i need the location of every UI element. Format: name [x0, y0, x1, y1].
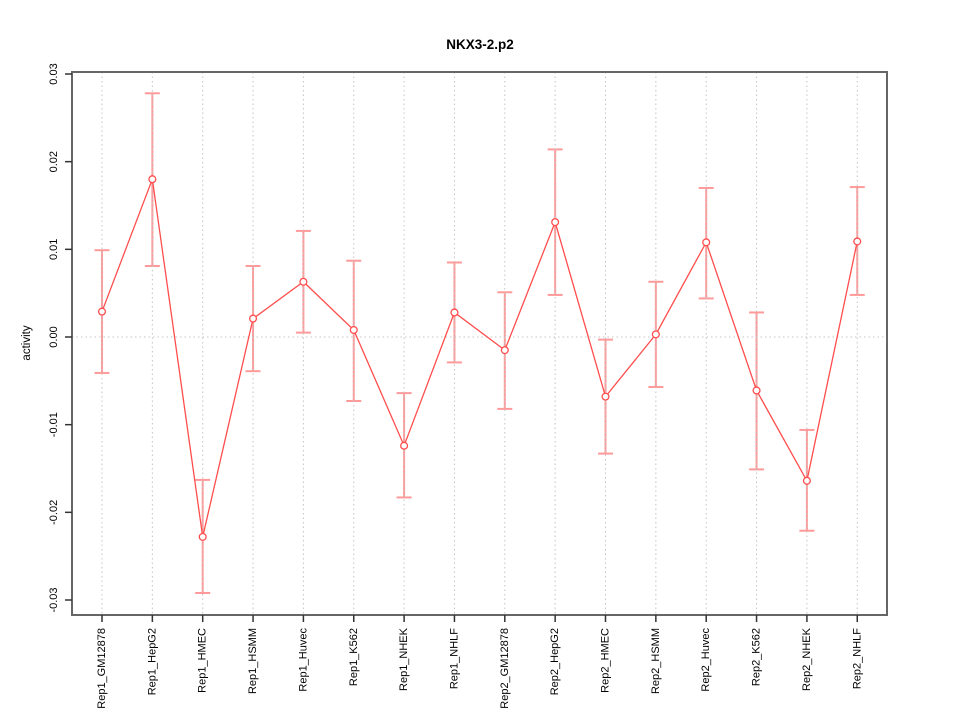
- x-tick-label: Rep1_Huvec: [297, 628, 309, 692]
- x-tick-label: Rep2_NHLF: [851, 628, 863, 689]
- y-tick-label: -0.01: [48, 412, 60, 437]
- x-tick-label: Rep1_K562: [348, 628, 360, 686]
- data-point: [601, 392, 610, 401]
- plot-box: [71, 71, 888, 616]
- plot-area: 0.03 0.02 0.01 0.00 -0.01 -0.02 -0.03 Rep1_GM12…: [48, 63, 888, 709]
- x-tick-label: Rep1_GM12878: [96, 628, 108, 709]
- data-point: [349, 325, 358, 335]
- data-point: [651, 330, 660, 339]
- data-point: [752, 386, 761, 395]
- data-point: [198, 532, 207, 541]
- x-tick-label: Rep2_HepG2: [549, 628, 561, 695]
- data-point: [97, 307, 107, 316]
- x-tick-label: Rep2_HMEC: [600, 628, 612, 693]
- data-point: [148, 175, 157, 184]
- data-point: [400, 441, 409, 450]
- y-tick-label: 0.01: [48, 239, 60, 260]
- data-point: [551, 218, 560, 227]
- x-tick-label: Rep2_K562: [751, 628, 763, 686]
- x-tick-label: Rep2_HSMM: [650, 628, 662, 694]
- data-point: [450, 308, 459, 317]
- series-line: [101, 178, 858, 538]
- data-point: [500, 346, 509, 355]
- y-tick-label: 0.03: [48, 63, 60, 84]
- x-tick-label: Rep2_Huvec: [700, 628, 712, 692]
- data-point: [802, 476, 811, 485]
- data-point: [853, 237, 862, 246]
- chart-title: NKX3-2.p2: [446, 37, 514, 52]
- y-tick-label: -0.02: [48, 500, 60, 525]
- x-tick-label: Rep1_NHEK: [398, 627, 410, 691]
- data-point: [299, 277, 308, 286]
- x-tick-label: Rep1_HepG2: [146, 628, 158, 695]
- y-axis-label: activity: [21, 325, 33, 360]
- x-tick-label: Rep1_HSMM: [247, 628, 259, 694]
- x-tick-label: Rep1_HMEC: [197, 628, 209, 693]
- y-tick-label: 0.02: [48, 151, 60, 172]
- data-point: [249, 314, 258, 323]
- data-point: [702, 238, 711, 247]
- x-tick-label: Rep2_GM12878: [499, 628, 511, 709]
- x-tick-label: Rep2_NHEK: [801, 627, 813, 691]
- x-tick-label: Rep1_NHLF: [448, 628, 460, 689]
- y-tick-label: -0.03: [48, 587, 60, 612]
- y-tick-label: 0.00: [48, 326, 60, 347]
